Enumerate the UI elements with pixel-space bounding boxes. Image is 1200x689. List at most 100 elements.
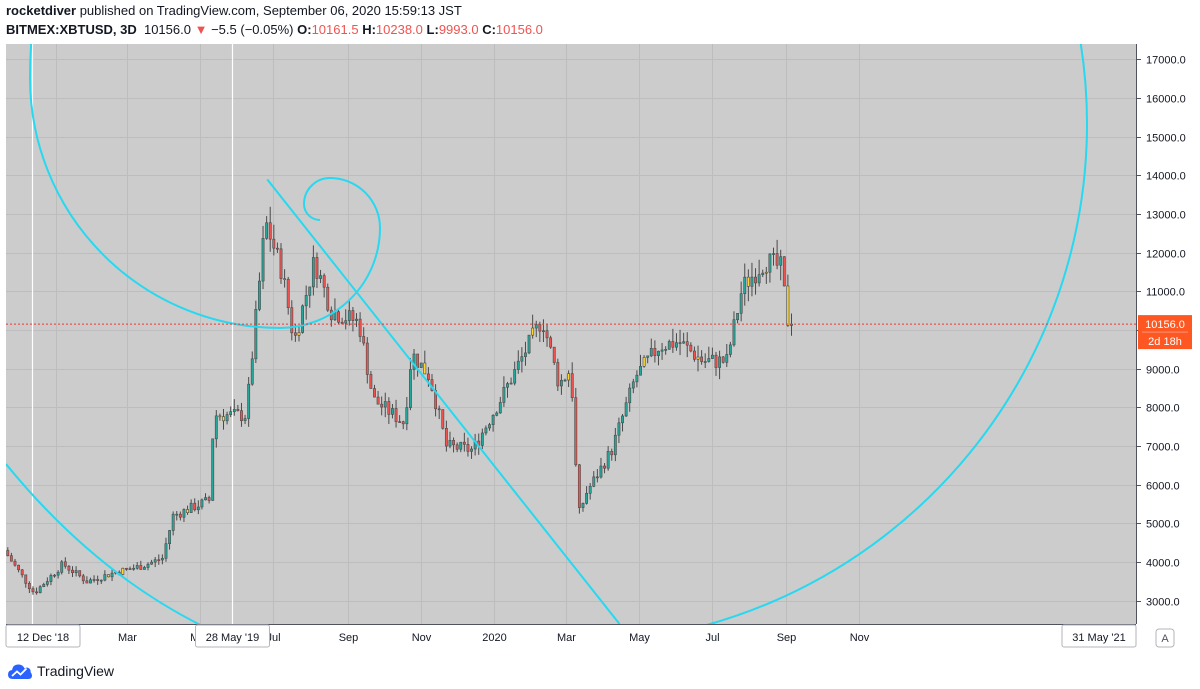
symbol-label[interactable]: BITMEX:XBTUSD, 3D xyxy=(6,22,137,37)
candle-body xyxy=(409,369,412,408)
candle-body xyxy=(103,574,107,581)
fibonacci-spiral-outer-arc xyxy=(706,44,1088,624)
candle-body xyxy=(631,381,635,389)
candle-body xyxy=(24,574,28,584)
candle-body xyxy=(696,356,700,360)
low-value: 9993.0 xyxy=(438,22,479,37)
candle-body xyxy=(387,401,391,415)
candle-body xyxy=(581,503,585,508)
candle-body xyxy=(401,421,405,425)
candle-body xyxy=(17,564,20,571)
candle-body xyxy=(369,374,373,389)
price-tick-label: 14000.0 xyxy=(1146,171,1186,183)
candle-body xyxy=(657,350,660,356)
auto-scale-button-box[interactable] xyxy=(1155,628,1175,648)
candle-body xyxy=(495,412,499,416)
candle-body xyxy=(13,560,17,566)
candle-body xyxy=(337,311,340,323)
candle-body xyxy=(613,434,617,456)
tradingview-logo[interactable]: TradingView xyxy=(8,662,114,680)
candle-body xyxy=(125,567,128,570)
candle-body xyxy=(218,415,222,418)
price-chart[interactable]: 3000.0 4000.0 5000.0 6000.0 7000.0 8000.0 9000… xyxy=(0,44,1200,654)
candle-body xyxy=(319,275,322,279)
auto-scale-button-label[interactable]: A xyxy=(1161,633,1169,645)
candle-body xyxy=(426,373,430,380)
time-tick-label: Mar xyxy=(118,632,137,644)
candle-body xyxy=(290,307,294,334)
last-price: 10156.0 xyxy=(143,22,191,37)
time-highlight-label: 31 May '21 xyxy=(1072,632,1125,644)
candle-body xyxy=(444,427,448,447)
candle-body xyxy=(304,295,308,307)
candle-body xyxy=(383,401,387,408)
candle-body xyxy=(746,276,750,287)
auto-scale-button[interactable]: A xyxy=(1155,628,1175,648)
candle-body xyxy=(437,408,441,411)
candle-body xyxy=(301,305,304,333)
candle-body xyxy=(459,441,463,450)
time-tick-label: Sep xyxy=(339,632,359,644)
candle-body xyxy=(272,238,276,249)
candle-body xyxy=(232,409,236,412)
candle-body xyxy=(452,440,455,446)
last-price-tag-value: 10156.0 xyxy=(1145,319,1185,331)
trend-line xyxy=(266,178,621,624)
candle-body xyxy=(160,557,164,561)
candle-body xyxy=(146,563,150,568)
candle-body xyxy=(261,238,265,282)
candle-body xyxy=(470,448,473,452)
candle-body xyxy=(355,318,358,321)
candle-body xyxy=(671,341,675,348)
high-label: H: xyxy=(362,22,376,37)
candle-body xyxy=(693,350,696,360)
candle-body xyxy=(358,318,362,337)
high-value: 10238.0 xyxy=(375,22,423,37)
published-text: published on TradingView.com, September … xyxy=(76,3,462,18)
last-price-tag: 10156.0 2d 18h xyxy=(1138,315,1192,350)
change-down-icon: ▼ xyxy=(194,22,208,37)
candle-body xyxy=(71,569,74,574)
time-highlight-box xyxy=(194,624,270,648)
candle-body xyxy=(552,346,556,363)
candle-body xyxy=(222,416,225,422)
candle-body xyxy=(531,327,535,336)
candle-body xyxy=(538,324,542,332)
candle-body xyxy=(243,418,247,422)
candle-body xyxy=(89,579,92,584)
candle-body xyxy=(718,356,722,368)
candle-body xyxy=(96,579,100,581)
close-label: C: xyxy=(482,22,496,37)
candle-body xyxy=(527,334,531,354)
price-change: −5.5 (−0.05%) xyxy=(211,22,294,37)
candle-body xyxy=(703,361,707,363)
candle-body xyxy=(570,373,574,398)
candle-body xyxy=(405,407,409,425)
price-tick-label: 3000.0 xyxy=(1146,597,1180,609)
candle-body xyxy=(603,465,606,469)
price-tick-label: 5000.0 xyxy=(1146,519,1180,531)
fibonacci-drawings xyxy=(6,44,1088,624)
time-tick-label: Nov xyxy=(412,632,432,644)
candle-body xyxy=(286,278,290,308)
candle-body xyxy=(53,574,56,577)
candle-body xyxy=(480,432,484,446)
time-highlight-label: 12 Dec '18 xyxy=(17,632,69,644)
candle-body xyxy=(42,584,46,588)
author-name[interactable]: rocketdiver xyxy=(6,3,77,18)
candle-body xyxy=(549,337,553,348)
time-tick-label: Jul xyxy=(266,632,280,644)
candle-body xyxy=(509,382,513,385)
candle-body xyxy=(186,509,189,513)
time-axis[interactable]: 9MarMayJulSepNov2020MarMayJulSepNov12 De… xyxy=(5,624,1137,648)
candle-body xyxy=(416,353,420,368)
candle-body xyxy=(768,253,772,273)
candle-body xyxy=(455,444,459,450)
candle-body xyxy=(635,374,639,383)
chart-area[interactable]: 3000.0 4000.0 5000.0 6000.0 7000.0 8000.0 9000… xyxy=(0,44,1200,654)
candle-body xyxy=(63,561,67,567)
candle-body xyxy=(365,342,369,375)
time-tick-label: Jul xyxy=(705,632,719,644)
time-highlight-box xyxy=(1061,624,1137,648)
candle-body xyxy=(391,408,394,415)
